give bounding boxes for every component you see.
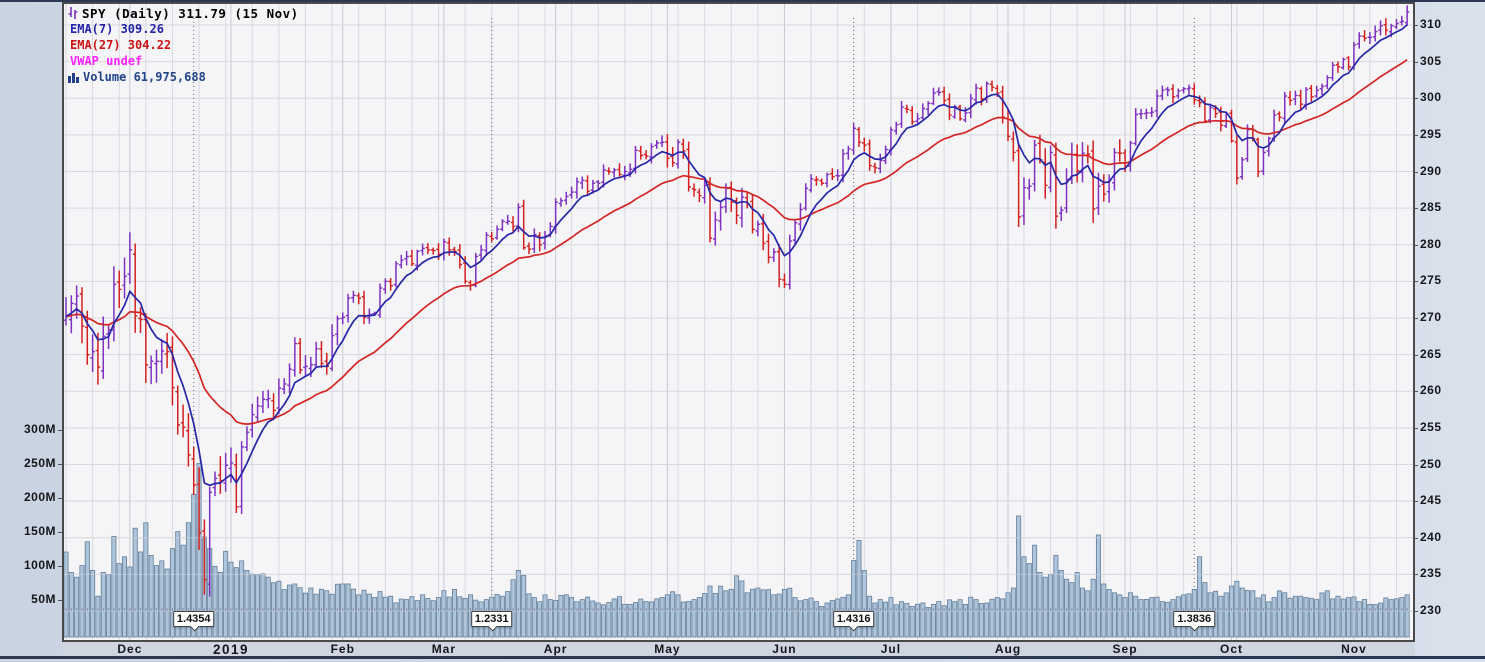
- price-axis-tick: [1413, 134, 1418, 136]
- legend-label: VWAP undef: [70, 54, 143, 68]
- price-axis-label: 245: [1420, 493, 1442, 508]
- price-axis-tick: [1413, 427, 1418, 429]
- x-axis-month-label: Oct: [1220, 642, 1244, 656]
- price-axis-tick: [1413, 611, 1418, 612]
- legend-row: EMA(27) 304.22: [67, 37, 299, 53]
- chart-frame: [62, 2, 1415, 642]
- candlestick-icon: [68, 7, 78, 19]
- x-axis-month-label: May: [654, 642, 681, 656]
- x-axis-month-label: Feb: [330, 642, 355, 656]
- volume-axis-tick: [58, 600, 62, 601]
- x-axis-month-label: Sep: [1112, 642, 1138, 656]
- price-axis-label: 235: [1420, 566, 1442, 581]
- price-axis-tick: [1413, 208, 1418, 210]
- volume-axis-tick: [58, 464, 62, 465]
- window-top-edge: [0, 0, 1485, 2]
- volume-axis-label: 300M: [23, 422, 56, 436]
- volume-axis-tick: [58, 430, 62, 431]
- price-axis-label: 275: [1420, 273, 1442, 288]
- price-axis-label: 270: [1420, 310, 1442, 324]
- price-axis-tick: [1413, 98, 1418, 100]
- price-axis-label: 280: [1420, 236, 1442, 251]
- volume-axis-tick: [58, 498, 62, 499]
- legend-label: EMA(27) 304.22: [70, 38, 172, 52]
- x-axis-month-label: Jun: [772, 642, 797, 656]
- legend-label: Volume 61,975,688: [83, 70, 206, 84]
- legend-row: Volume 61,975,688: [67, 69, 299, 85]
- volume-axis-label: 250M: [23, 456, 56, 470]
- x-axis-year-label: 2019: [212, 642, 249, 657]
- price-axis-label: 305: [1420, 53, 1442, 68]
- price-axis-tick: [1413, 354, 1418, 356]
- x-axis-month-label: Dec: [117, 642, 143, 656]
- price-axis-label: 290: [1420, 163, 1442, 178]
- date-axis: Dec 2019 Feb Mar Apr May Jun Jul Aug Sep Oct Nov: [62, 642, 1415, 657]
- legend-row: EMA(7) 309.26: [67, 21, 299, 37]
- volume-axis-tick: [58, 532, 62, 533]
- price-axis-tick: [1413, 574, 1418, 576]
- chart-plot-area[interactable]: [64, 4, 1413, 640]
- x-axis-month-label: Jul: [880, 642, 902, 656]
- chart-legend: SPY (Daily) 311.79 (15 Nov) EMA(7) 309.26…: [67, 5, 299, 85]
- x-axis-month-label: Apr: [543, 642, 568, 656]
- volume-axis-label: 50M: [31, 592, 56, 606]
- volume-bars-icon: [68, 73, 79, 83]
- legend-label: EMA(7) 309.26: [70, 22, 164, 36]
- price-axis-label: 260: [1420, 383, 1442, 398]
- x-axis-month-label: Mar: [431, 642, 457, 656]
- price-axis-tick: [1413, 501, 1418, 503]
- price-axis-tick: [1413, 61, 1418, 63]
- price-axis-tick: [1413, 281, 1418, 283]
- price-axis-label: 295: [1420, 126, 1442, 141]
- price-axis-tick: [1413, 25, 1418, 26]
- price-axis-tick: [1413, 244, 1418, 246]
- price-axis-tick: [1413, 171, 1418, 173]
- price-axis-label: 310: [1420, 17, 1442, 31]
- chart-title: SPY (Daily) 311.79 (15 Nov): [82, 5, 299, 21]
- price-axis-tick: [1413, 464, 1418, 466]
- price-axis-label: 240: [1420, 529, 1442, 544]
- volume-axis-tick: [58, 566, 62, 567]
- volume-axis-label: 150M: [23, 524, 56, 538]
- window-bottom-edge: [0, 656, 1485, 659]
- annotation-callout: 1.2331: [470, 611, 513, 631]
- legend-row: SPY (Daily) 311.79 (15 Nov): [67, 5, 299, 21]
- legend-row: VWAP undef: [67, 53, 299, 69]
- x-axis-month-label: Aug: [994, 642, 1022, 656]
- price-axis-label: 300: [1420, 90, 1442, 105]
- annotation-callout: 1.3836: [1173, 611, 1216, 631]
- price-axis-label: 255: [1420, 419, 1442, 434]
- price-axis-tick: [1413, 318, 1418, 319]
- volume-axis-label: 100M: [23, 558, 56, 572]
- annotation-callout: 1.4354: [172, 611, 215, 631]
- x-axis-month-label: Nov: [1341, 642, 1367, 656]
- price-axis-label: 250: [1420, 456, 1442, 471]
- price-axis-tick: [1413, 391, 1418, 393]
- annotation-callout: 1.4316: [832, 611, 875, 631]
- price-axis-tick: [1413, 537, 1418, 539]
- price-axis-label: 230: [1420, 603, 1442, 617]
- volume-axis-label: 200M: [23, 490, 56, 504]
- price-axis-label: 265: [1420, 346, 1442, 361]
- price-axis-label: 285: [1420, 200, 1442, 215]
